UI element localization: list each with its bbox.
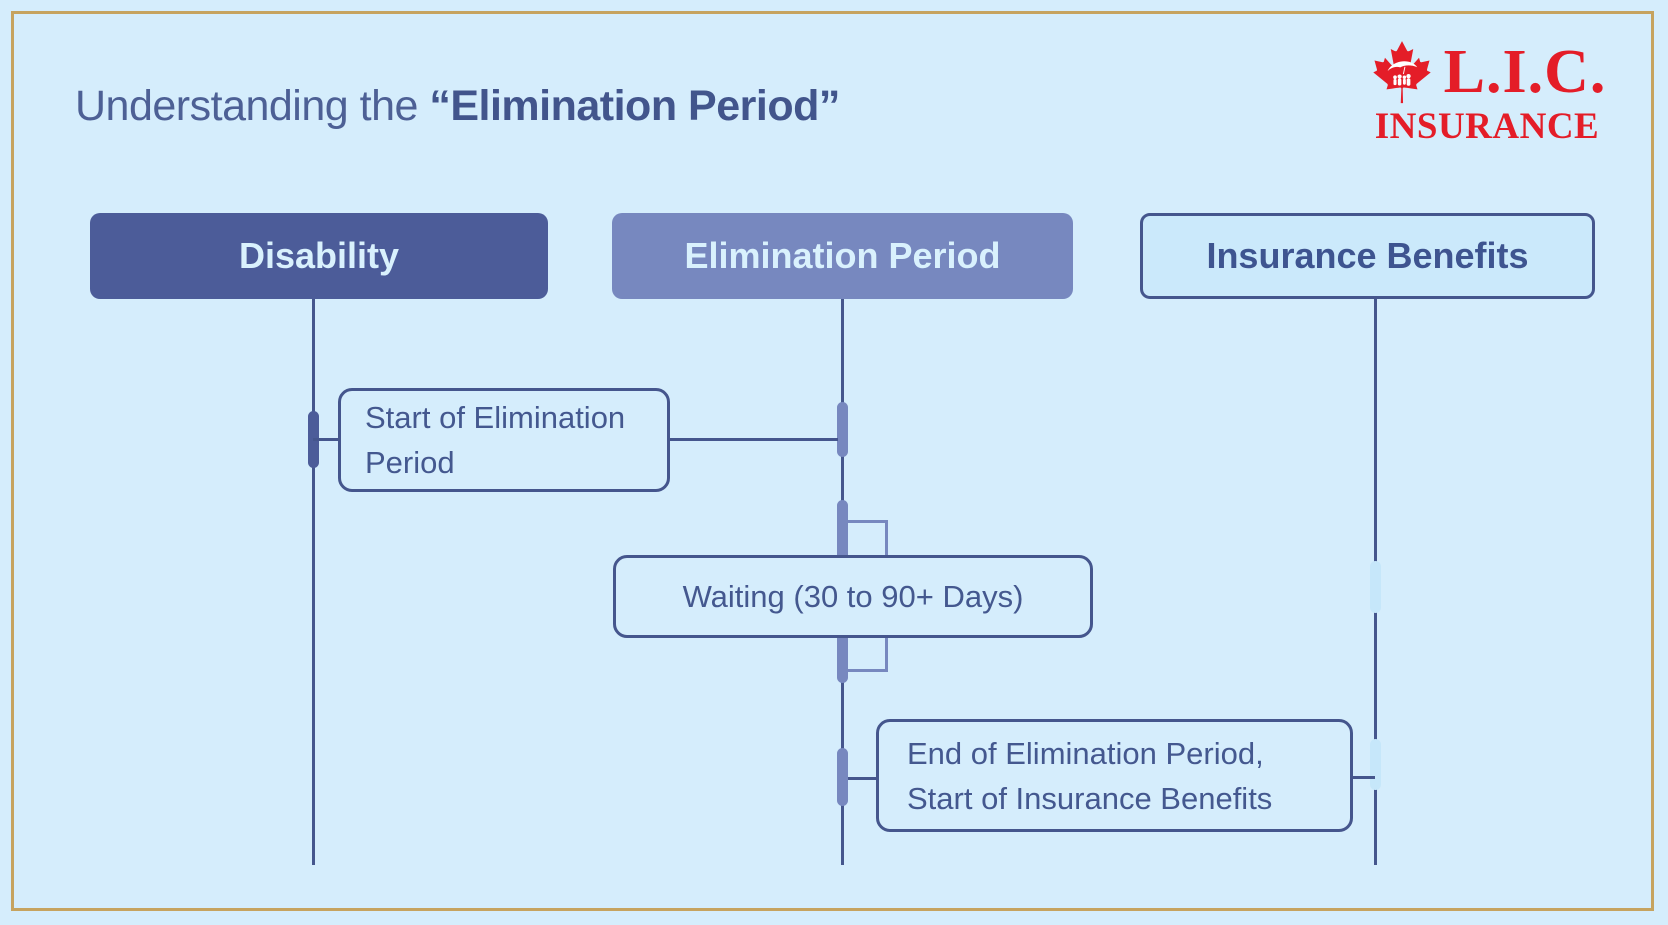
- logo-name: INSURANCE: [1374, 106, 1600, 147]
- connector-elimination-to-end-note: [848, 777, 876, 780]
- connector-start-note-to-elimination: [670, 438, 838, 441]
- lane-header-elimination-period: Elimination Period: [612, 213, 1073, 299]
- connector-end-note-to-insurance: [1353, 776, 1375, 779]
- connector-disability-to-start-note: [313, 438, 338, 441]
- lane-header-insurance-benefits-label: Insurance Benefits: [1206, 235, 1529, 276]
- note-end-line1: End of Elimination Period,: [907, 735, 1264, 771]
- page-title-prefix: Understanding the: [75, 82, 430, 130]
- note-end-line2: Start of Insurance Benefits: [907, 780, 1273, 816]
- company-logo: L.I.C. INSURANCE: [1356, 38, 1618, 146]
- logo-top-row: L.I.C.: [1368, 38, 1607, 106]
- lane-header-elimination-period-label: Elimination Period: [684, 235, 1001, 276]
- note-waiting-period: Waiting (30 to 90+ Days): [613, 555, 1093, 638]
- maple-leaf-family-icon: [1372, 41, 1431, 104]
- page-title: Understanding the “Elimination Period”: [75, 82, 840, 131]
- activation-insurance-waiting: [1370, 561, 1381, 613]
- activation-elimination-start: [837, 402, 848, 457]
- lane-header-disability-label: Disability: [238, 235, 400, 276]
- lifeline-disability: [312, 299, 315, 865]
- page-title-emphasis: “Elimination Period”: [429, 82, 840, 130]
- activation-elimination-end: [837, 748, 848, 806]
- note-start-line2: Period: [365, 445, 455, 480]
- lane-header-insurance-benefits: Insurance Benefits: [1140, 213, 1595, 299]
- lane-header-disability: Disability: [90, 213, 548, 299]
- note-start-of-elimination-period: Start of Elimination Period: [338, 388, 670, 492]
- note-end-of-elimination-period: End of Elimination Period, Start of Insu…: [876, 719, 1353, 832]
- note-waiting-label: Waiting (30 to 90+ Days): [682, 579, 1024, 614]
- activation-insurance-benefits: [1370, 739, 1381, 790]
- logo-acronym: L.I.C.: [1443, 38, 1607, 106]
- note-start-line1: Start of Elimination: [365, 400, 626, 435]
